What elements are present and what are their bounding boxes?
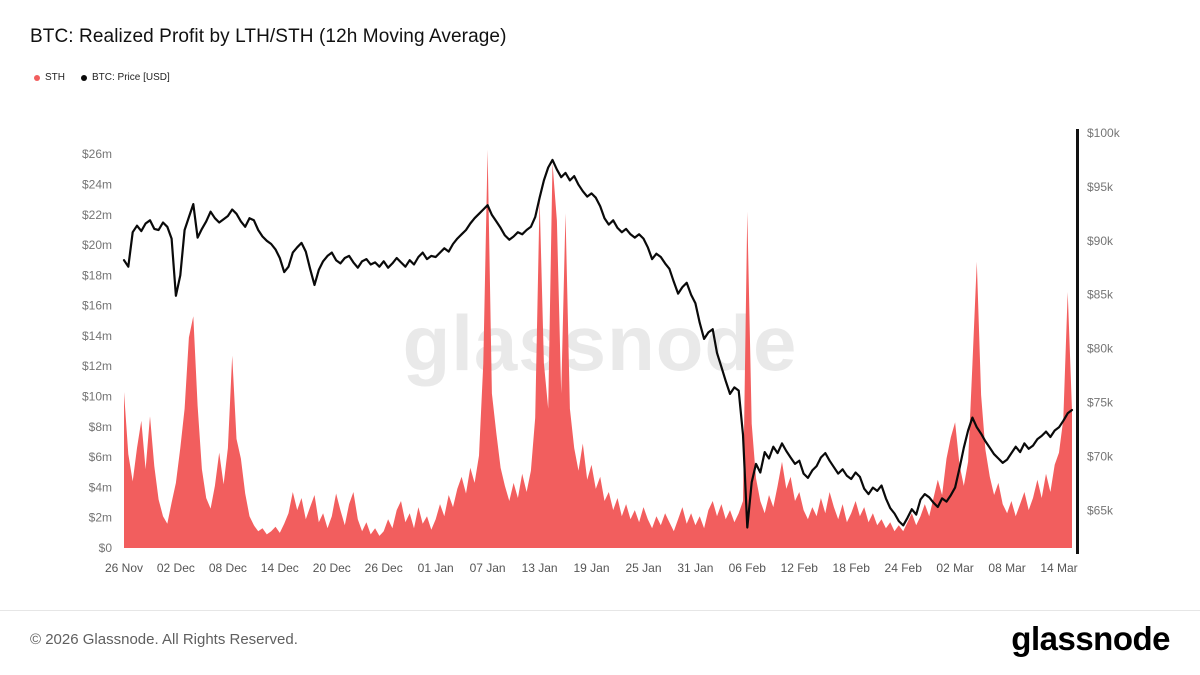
legend-dot-icon xyxy=(81,74,87,81)
right-axis-tick-label: $65k xyxy=(1087,503,1114,517)
left-axis-tick-label: $22m xyxy=(82,208,112,222)
left-axis-tick-label: $0 xyxy=(99,541,113,555)
left-axis-tick-label: $2m xyxy=(89,511,112,525)
left-axis-tick-label: $4m xyxy=(89,480,112,494)
x-axis-tick-label: 25 Jan xyxy=(625,561,661,575)
x-axis-tick-label: 02 Mar xyxy=(936,561,973,575)
left-axis-tick-label: $24m xyxy=(82,178,112,192)
right-axis-tick-label: $90k xyxy=(1087,234,1114,248)
glassnode-watermark: glassnode xyxy=(402,299,798,387)
left-axis-tick-label: $12m xyxy=(82,359,112,373)
x-axis-tick-label: 06 Feb xyxy=(729,561,767,575)
x-axis-tick-label: 13 Jan xyxy=(522,561,558,575)
x-axis-tick-label: 19 Jan xyxy=(573,561,609,575)
right-axis-tick-label: $80k xyxy=(1087,342,1114,356)
legend-label: STH xyxy=(45,72,65,83)
x-axis-tick-label: 02 Dec xyxy=(157,561,195,575)
x-axis-tick-label: 26 Dec xyxy=(365,561,403,575)
left-axis-tick-label: $16m xyxy=(82,299,112,313)
right-axis-tick-label: $95k xyxy=(1087,180,1114,194)
left-axis-tick-label: $26m xyxy=(82,147,112,161)
x-axis-tick-label: 08 Mar xyxy=(988,561,1025,575)
x-axis-tick-label: 08 Dec xyxy=(209,561,247,575)
legend-item-btc-price: BTC: Price [USD] xyxy=(81,72,170,83)
right-axis-spine xyxy=(1076,129,1079,554)
sth-area-series xyxy=(124,149,1072,548)
legend-label: BTC: Price [USD] xyxy=(92,72,170,83)
btc-price-line-series xyxy=(122,158,1074,529)
x-axis-tick-label: 26 Nov xyxy=(105,561,143,575)
footer-divider xyxy=(0,610,1200,611)
copyright-text: © 2026 Glassnode. All Rights Reserved. xyxy=(30,631,298,648)
left-axis-tick-label: $8m xyxy=(89,420,112,434)
left-axis-tick-label: $18m xyxy=(82,268,112,282)
x-axis-tick-label: 14 Dec xyxy=(261,561,299,575)
x-axis-tick-label: 07 Jan xyxy=(470,561,506,575)
legend-dot-icon xyxy=(34,74,40,81)
x-axis-tick-label: 14 Mar xyxy=(1040,561,1077,575)
page-title: BTC: Realized Profit by LTH/STH (12h Mov… xyxy=(30,26,507,47)
legend: STH BTC: Price [USD] xyxy=(34,72,170,83)
right-axis-tick-label: $85k xyxy=(1087,288,1114,302)
right-axis-tick-label: $70k xyxy=(1087,449,1114,463)
x-axis-tick-label: 18 Feb xyxy=(833,561,871,575)
left-axis-tick-label: $10m xyxy=(82,390,112,404)
left-axis-tick-label: $20m xyxy=(82,238,112,252)
left-axis-tick-label: $6m xyxy=(89,450,112,464)
glassnode-logo: glassnode xyxy=(1011,620,1170,657)
right-axis-tick-label: $100k xyxy=(1087,126,1121,140)
x-axis-tick-label: 01 Jan xyxy=(418,561,454,575)
x-axis-tick-label: 20 Dec xyxy=(313,561,351,575)
right-axis-tick-label: $75k xyxy=(1087,396,1114,410)
left-axis-tick-label: $14m xyxy=(82,329,112,343)
x-axis-tick-label: 12 Feb xyxy=(781,561,819,575)
chart-canvas: $0 $2m $4m $6m $8m $10m $12m $14m $16m $18m $20m $2… xyxy=(82,126,1121,575)
x-axis-tick-label: 31 Jan xyxy=(677,561,713,575)
x-axis-tick-label: 24 Feb xyxy=(885,561,923,575)
legend-item-sth: STH xyxy=(34,72,65,83)
